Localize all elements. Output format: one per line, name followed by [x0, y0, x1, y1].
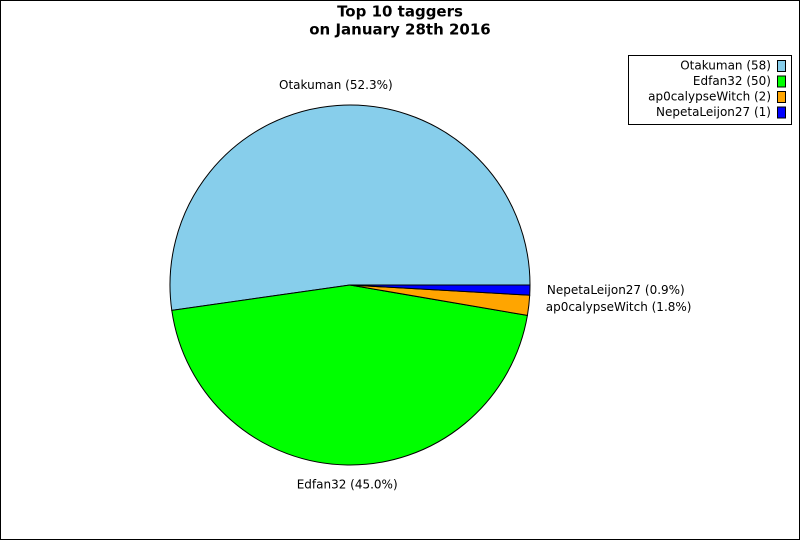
pie-slice — [169, 104, 531, 311]
legend-label: Edfan32 (50) — [693, 74, 771, 88]
legend-swatch — [777, 60, 786, 72]
slice-label: NepetaLeijon27 (0.9%) — [547, 283, 685, 297]
slice-label: ap0calypseWitch (1.8%) — [546, 300, 692, 314]
chart-title: on January 28th 2016 — [309, 21, 490, 39]
legend-label: NepetaLeijon27 (1) — [656, 105, 771, 119]
legend-swatch — [777, 91, 786, 103]
pie-slice — [171, 284, 528, 466]
pie-slice — [349, 284, 531, 296]
legend-label: ap0calypseWitch (2) — [648, 90, 771, 104]
chart-title: Top 10 taggers — [337, 3, 463, 21]
legend-swatch — [777, 106, 786, 119]
slice-label: Edfan32 (45.0%) — [297, 477, 398, 491]
slice-label: Otakuman (52.3%) — [279, 78, 393, 92]
legend-box — [628, 55, 792, 125]
legend-label: Otakuman (58) — [680, 59, 771, 73]
legend-swatch — [777, 75, 786, 88]
